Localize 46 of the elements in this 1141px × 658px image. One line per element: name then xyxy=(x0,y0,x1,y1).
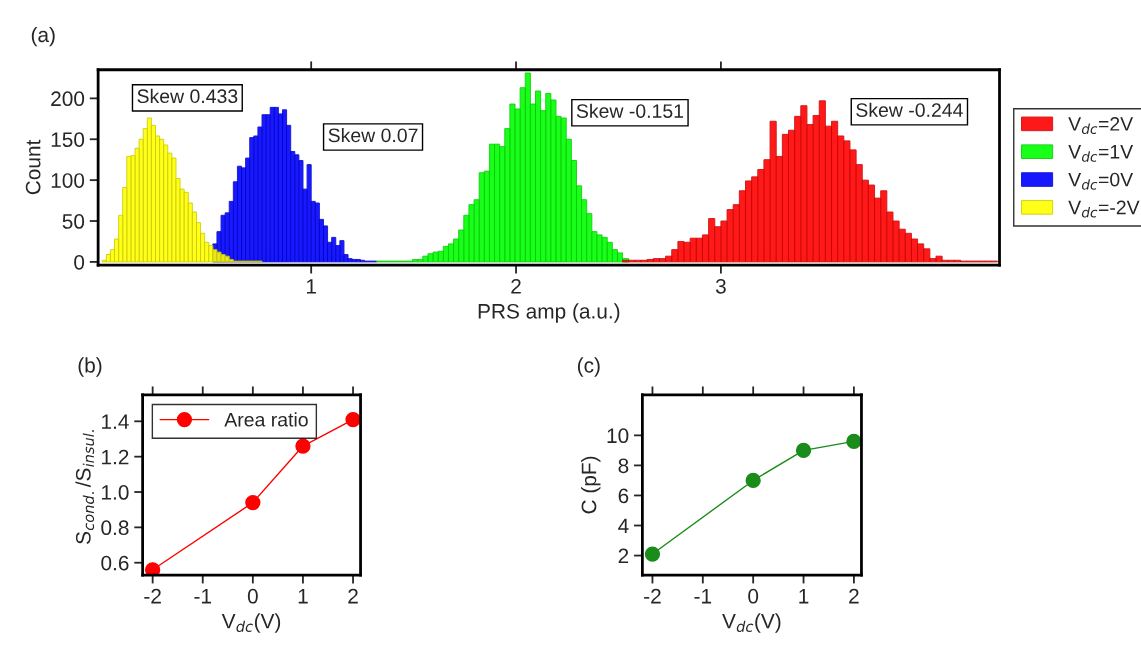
annotation: Skew 0.433 xyxy=(137,88,238,104)
y-tick-label: 1.4 xyxy=(102,414,129,429)
y-tick-label: 1.2 xyxy=(102,449,129,465)
x-tick-label: -2 xyxy=(144,588,161,604)
y-tick-label: 8 xyxy=(618,458,629,474)
y-axis-title: C (pF) xyxy=(581,456,601,514)
y-axis-title: Count xyxy=(25,139,41,195)
annotation: Skew -0.244 xyxy=(856,102,963,117)
x-tick-label: 1 xyxy=(306,279,316,294)
legend-label: V$_{dc}$=-2V xyxy=(1068,200,1140,218)
x-axis-title: V$_{dc}$(V) xyxy=(722,613,781,633)
y-tick-label: 1.0 xyxy=(102,485,129,500)
legend-label: Area ratio xyxy=(224,412,308,427)
x-tick-label: 2 xyxy=(348,588,358,604)
x-axis-title: V$_{dc}$(V) xyxy=(221,613,281,633)
legend-label: V$_{dc}$=1V xyxy=(1068,145,1134,162)
annotation: Skew 0.07 xyxy=(328,127,418,143)
x-tick-label: -1 xyxy=(194,589,211,604)
x-tick-label: 0 xyxy=(247,588,258,604)
x-tick-label: 1 xyxy=(799,589,809,604)
legend-label: V$_{dc}$=2V xyxy=(1068,117,1134,134)
text: (b) xyxy=(78,357,102,377)
y-tick-label: 0 xyxy=(74,254,85,270)
y-tick-label: 0.8 xyxy=(101,520,129,536)
x-tick-label: 2 xyxy=(511,278,521,294)
x-tick-label: 2 xyxy=(849,588,859,604)
text: (c) xyxy=(577,357,600,377)
y-tick-label: 0.6 xyxy=(101,555,129,571)
text: (a) xyxy=(31,26,55,47)
annotation: Skew -0.151 xyxy=(576,103,684,118)
x-tick-label: 3 xyxy=(715,278,726,294)
x-tick-label: -2 xyxy=(644,588,661,604)
x-axis-title: PRS amp (a.u.) xyxy=(478,303,620,323)
y-tick-label: 4 xyxy=(618,518,629,534)
y-axis-title: S$_{cond.}$/S$_{insul.}$ xyxy=(75,430,95,544)
legend-label: V$_{dc}$=0V xyxy=(1068,172,1134,190)
x-tick-label: 0 xyxy=(748,588,759,604)
x-tick-label: -1 xyxy=(694,589,712,604)
y-tick-label: 200 xyxy=(51,91,85,107)
x-tick-label: 1 xyxy=(298,589,308,604)
y-tick-label: 100 xyxy=(51,173,85,188)
y-tick-label: 10 xyxy=(607,428,629,444)
y-tick-label: 6 xyxy=(618,488,629,504)
y-tick-label: 2 xyxy=(618,548,629,564)
y-tick-label: 150 xyxy=(51,132,85,147)
y-tick-label: 50 xyxy=(62,214,85,229)
